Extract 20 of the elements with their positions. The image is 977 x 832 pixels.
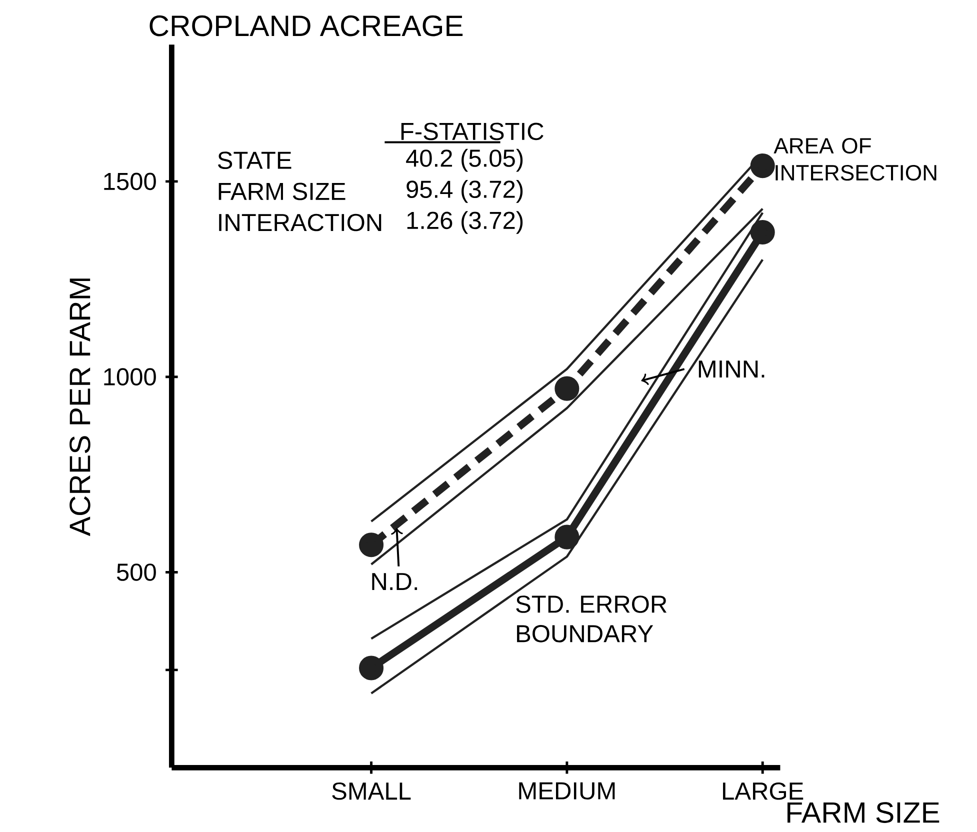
annotation: 40.2 (5.05) [406,148,523,172]
series-label: MINN. [698,360,764,378]
annotation: FARM SIZE [218,182,346,200]
x-tick-label: MEDIUM [519,782,615,800]
y-tick-label: 1000 [104,368,156,386]
chart-title: CROPLAND ACREAGE [150,15,463,36]
annotation: 95.4 (3.72) [406,180,523,203]
x-tick-label: SMALL [332,782,411,800]
annotation: STATE [218,152,292,170]
x-tick-label: LARGE [723,782,804,800]
y-tick-label: 1500 [104,172,156,190]
y-axis-title: ACRES PER FARM [70,278,90,536]
annotation: AREA OF INTERSECTION [774,138,936,181]
series-label: N.D. [372,573,418,590]
annotation: 1.26 (3.72) [407,211,523,234]
y-tick-label: 500 [116,564,156,581]
annotation: STD. ERROR BOUNDARY [516,596,667,642]
annotation: INTERACTION [219,214,382,232]
annotation: F-STATISTIC [401,122,544,140]
x-axis-title: FARM SIZE [788,802,940,824]
